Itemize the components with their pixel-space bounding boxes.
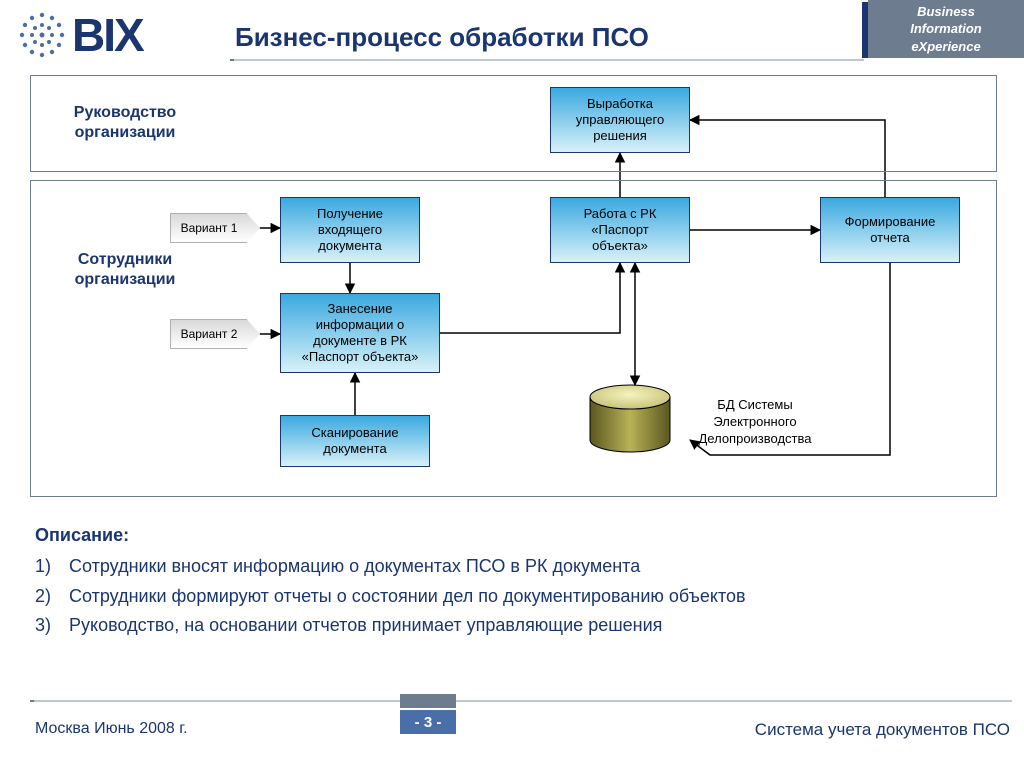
logo-text: BIX — [72, 8, 143, 62]
lane-label: Руководствоорганизации — [50, 103, 200, 143]
node-n-receive: Получениевходящегодокумента — [280, 197, 420, 263]
tagline: Business Information eXperience — [868, 0, 1024, 58]
description-heading: Описание: — [35, 525, 129, 546]
node-v1: Вариант 1 — [170, 213, 260, 243]
desc-item: 3)Руководство, на основании отчетов прин… — [35, 611, 746, 641]
footer-page-mark — [400, 694, 456, 708]
footer-divider — [30, 700, 1012, 702]
footer-page: - 3 - — [400, 710, 456, 734]
logo-dots-icon — [18, 11, 66, 59]
node-n-enter: Занесениеинформации одокументе в РК«Пасп… — [280, 293, 440, 373]
page-title: Бизнес-процесс обработки ПСО — [235, 22, 649, 53]
desc-item: 1)Сотрудники вносят информацию о докумен… — [35, 552, 746, 582]
node-n-decision: Выработкауправляющегорешения — [550, 87, 690, 153]
slide: BIX Бизнес-процесс обработки ПСО Busines… — [0, 0, 1024, 768]
footer-system: Система учета документов ПСО — [755, 720, 1010, 740]
description-list: 1)Сотрудники вносят информацию о докумен… — [35, 552, 746, 641]
node-n-work: Работа с РК«Паспортобъекта» — [550, 197, 690, 263]
node-v2: Вариант 2 — [170, 319, 260, 349]
tagline-l1: Business — [868, 3, 1024, 21]
lane-label: Сотрудникиорганизации — [50, 250, 200, 290]
flow-diagram: Руководствоорганизации Сотрудникиорганиза… — [30, 75, 995, 500]
tagline-l2: Information — [868, 20, 1024, 38]
desc-item: 2)Сотрудники формируют отчеты о состояни… — [35, 582, 746, 612]
logo: BIX — [18, 8, 143, 62]
tagline-l3: eXperience — [868, 38, 1024, 56]
db-label: БД СистемыЭлектронногоДелопроизводства — [680, 397, 830, 448]
node-n-scan: Сканированиедокумента — [280, 415, 430, 467]
accent-top — [230, 59, 864, 61]
node-n-report: Формированиеотчета — [820, 197, 960, 263]
accent-side — [862, 2, 868, 58]
footer-city: Москва Июнь 2008 г. — [35, 720, 188, 738]
